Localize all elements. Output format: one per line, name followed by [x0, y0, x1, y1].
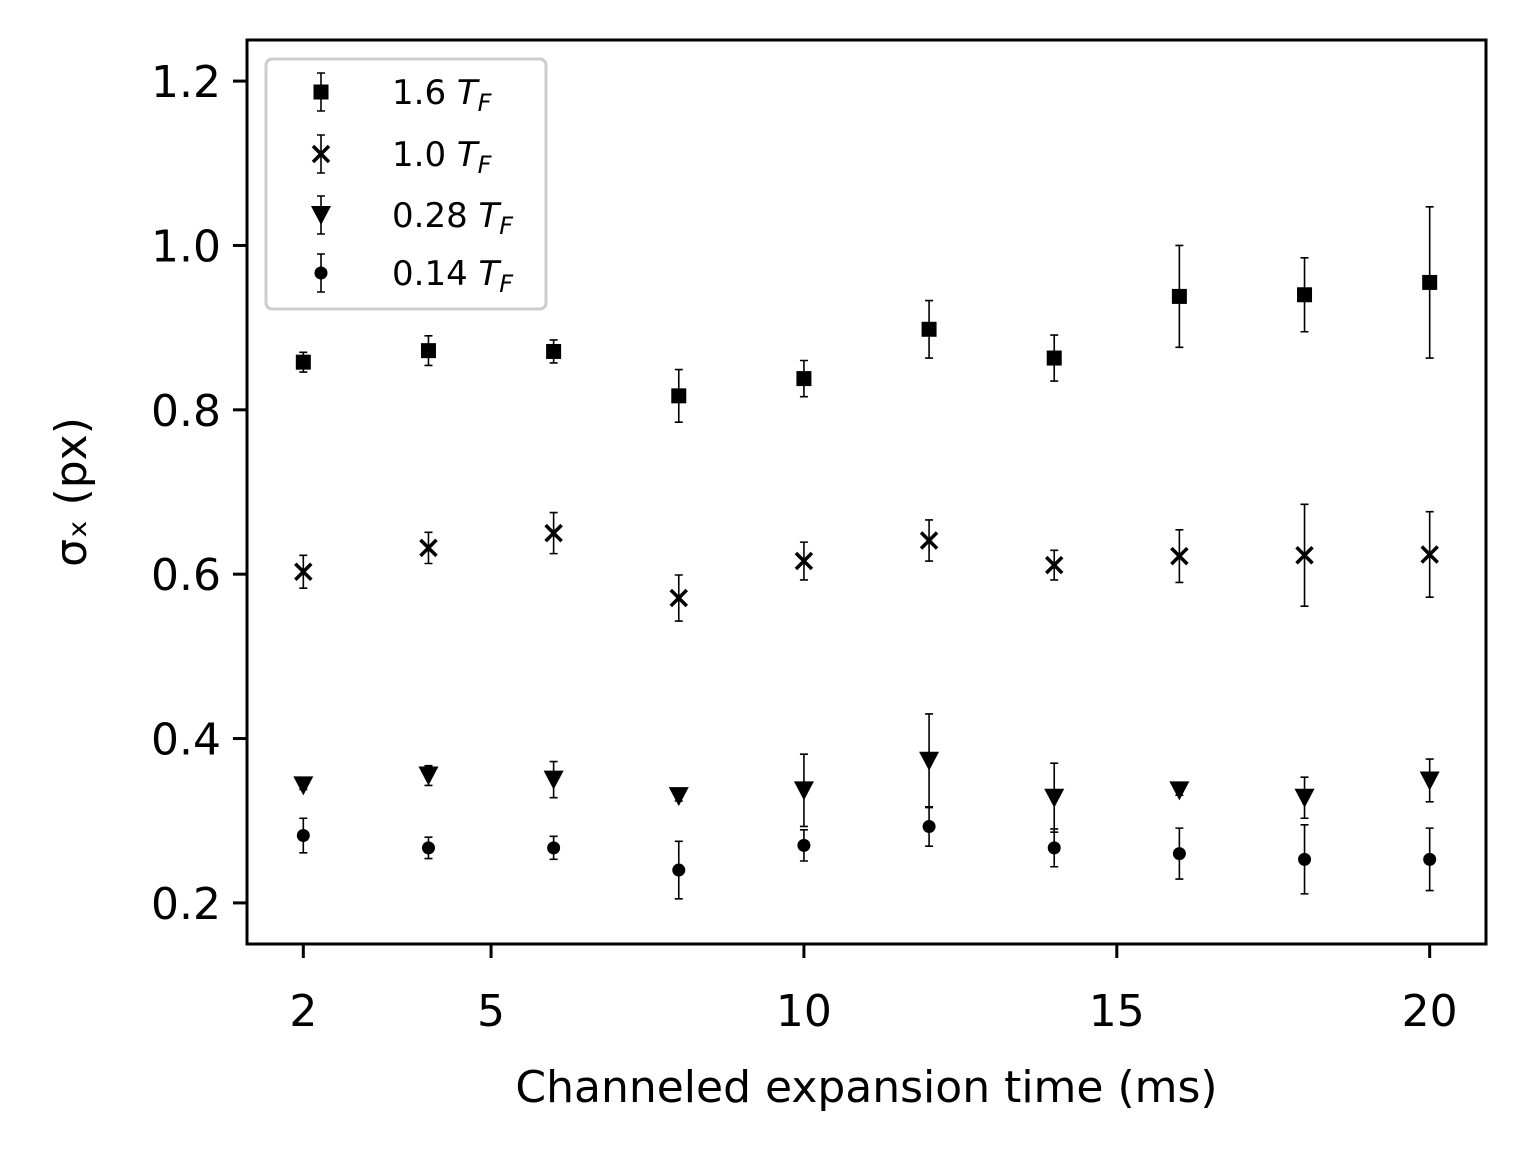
x-tick-label: 5: [477, 986, 505, 1037]
data-point: [1298, 852, 1312, 866]
legend-label: 0.14 TF: [392, 254, 514, 298]
x-axis-label: Channeled expansion time (ms): [515, 1062, 1217, 1113]
y-tick-label: 1.2: [151, 57, 221, 108]
data-point: [922, 819, 936, 833]
legend-box: [264, 57, 548, 311]
data-point: [1047, 841, 1061, 855]
legend-marker: [311, 144, 331, 164]
data-point: [1422, 274, 1438, 290]
data-point: [919, 751, 940, 771]
data-point: [294, 562, 313, 581]
x-tick-label: 2: [289, 986, 317, 1037]
data-point: [420, 343, 436, 359]
legend-label: 1.6 TF: [392, 73, 493, 117]
data-point: [421, 841, 435, 855]
series-x: [294, 503, 1439, 622]
legend-marker: [314, 266, 328, 280]
data-point: [543, 770, 564, 790]
plot-frame: [245, 38, 1488, 946]
data-point: [419, 538, 438, 558]
data-point: [547, 841, 561, 855]
y-tick-label: 0.8: [151, 386, 221, 437]
axes: 2 5 10 15 20 0.2 0.4 0.6 0.8 1.0 1.2: [151, 57, 1458, 1037]
data-point: [293, 776, 314, 796]
data-point: [794, 551, 814, 571]
data-point: [1419, 771, 1440, 791]
data-point: [921, 321, 937, 337]
data-point: [1046, 350, 1062, 366]
data-point: [671, 388, 687, 404]
legend-label: 1.0 TF: [392, 135, 493, 179]
y-tick-label: 1.0: [151, 221, 221, 272]
data-point: [1044, 788, 1065, 808]
data-point: [668, 787, 689, 807]
data-point: [1172, 847, 1186, 861]
data-point: [1294, 788, 1315, 808]
data-point: [546, 343, 562, 359]
data-point: [1297, 287, 1313, 303]
data-point: [793, 781, 814, 801]
legend-marker: [313, 84, 329, 100]
data-point: [1423, 852, 1437, 866]
data-point: [1171, 288, 1187, 304]
data-point: [797, 838, 811, 852]
data-point: [1420, 545, 1439, 564]
series-square: [295, 206, 1438, 423]
data-point: [669, 588, 689, 608]
legend: 1.6 TF 1.0 TF 0.28 TF 0.14 TF: [264, 57, 548, 311]
y-tick-label: 0.2: [151, 879, 221, 930]
data-point: [1295, 546, 1314, 565]
legend-marker: [311, 206, 331, 225]
data-point: [796, 371, 812, 387]
data-point: [1044, 555, 1064, 575]
x-tick-label: 10: [776, 986, 832, 1037]
y-axis-label: σₓ (px): [46, 417, 97, 567]
data-point: [672, 863, 686, 877]
y-tick-label: 0.4: [151, 715, 221, 766]
series-circle: [296, 805, 1437, 900]
y-tick-label: 0.6: [151, 550, 221, 601]
data-point: [1170, 546, 1189, 566]
data-point: [418, 766, 439, 786]
data-point: [919, 531, 939, 550]
data-point: [544, 523, 563, 543]
data-point: [296, 829, 310, 843]
data-point: [295, 354, 311, 370]
x-tick-label: 20: [1402, 986, 1458, 1037]
x-tick-label: 15: [1089, 986, 1145, 1037]
data-point: [1169, 781, 1190, 801]
plot-data: [293, 206, 1440, 900]
legend-label: 0.28 TF: [392, 196, 514, 240]
